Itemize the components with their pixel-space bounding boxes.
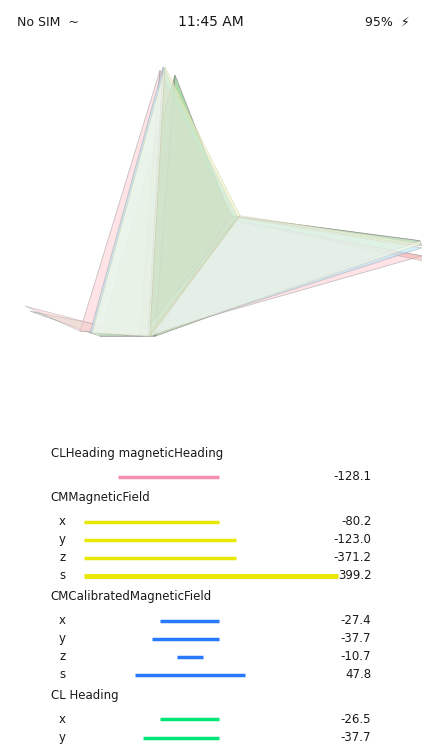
- Text: y: y: [58, 632, 65, 645]
- Text: s: s: [59, 668, 65, 681]
- Polygon shape: [30, 311, 155, 336]
- Text: CLHeading magneticHeading: CLHeading magneticHeading: [51, 446, 223, 460]
- Text: 47.8: 47.8: [345, 668, 371, 681]
- Text: -27.4: -27.4: [341, 614, 371, 627]
- Polygon shape: [100, 75, 175, 336]
- Polygon shape: [148, 217, 422, 336]
- Text: z: z: [59, 650, 65, 663]
- Polygon shape: [140, 220, 422, 336]
- Text: z: z: [59, 551, 65, 564]
- Text: x: x: [58, 713, 65, 726]
- Text: z: z: [59, 749, 65, 750]
- Text: x: x: [58, 515, 65, 528]
- Polygon shape: [140, 70, 235, 336]
- Text: y: y: [58, 533, 65, 546]
- Polygon shape: [235, 220, 422, 261]
- Text: CL Heading: CL Heading: [51, 689, 118, 702]
- Polygon shape: [80, 70, 160, 336]
- Text: 95%  ⚡: 95% ⚡: [365, 16, 409, 29]
- Text: CMCalibratedMagneticField: CMCalibratedMagneticField: [51, 590, 212, 603]
- Text: 11:45 AM: 11:45 AM: [178, 16, 244, 29]
- Text: 399.2: 399.2: [338, 569, 371, 582]
- Text: -128.1: -128.1: [333, 470, 371, 483]
- Text: -37.7: -37.7: [341, 632, 371, 645]
- Text: -11.2: -11.2: [341, 749, 371, 750]
- Polygon shape: [150, 216, 422, 336]
- Text: -80.2: -80.2: [341, 515, 371, 528]
- Polygon shape: [25, 306, 140, 336]
- Text: s: s: [59, 569, 65, 582]
- Polygon shape: [230, 216, 422, 246]
- Text: -26.5: -26.5: [341, 713, 371, 726]
- Text: -123.0: -123.0: [333, 533, 371, 546]
- Polygon shape: [148, 67, 238, 336]
- Text: -371.2: -371.2: [333, 551, 371, 564]
- Polygon shape: [92, 67, 165, 336]
- Text: CMMagneticField: CMMagneticField: [51, 491, 150, 504]
- Polygon shape: [155, 216, 420, 336]
- Text: y: y: [58, 731, 65, 744]
- Polygon shape: [155, 75, 230, 336]
- Text: -37.7: -37.7: [341, 731, 371, 744]
- Text: -10.7: -10.7: [341, 650, 371, 663]
- Text: No SIM  ~: No SIM ~: [17, 16, 79, 29]
- Text: x: x: [58, 614, 65, 627]
- Polygon shape: [90, 67, 163, 336]
- Polygon shape: [150, 67, 240, 336]
